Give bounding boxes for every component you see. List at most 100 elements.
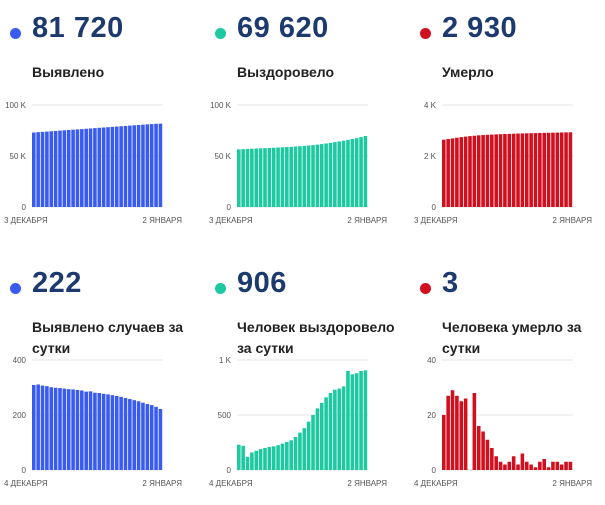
- bar: [141, 124, 145, 207]
- bar: [154, 406, 158, 470]
- y-tick-label: 400: [13, 356, 27, 365]
- bar: [341, 140, 346, 207]
- bar: [359, 137, 363, 207]
- bar: [450, 390, 455, 470]
- bar-chart: 0 20 40 4 ДЕКАБРЯ 2 ЯНВАРЯ: [414, 356, 592, 488]
- y-tick-label: 4 K: [424, 101, 437, 110]
- panel-deaths: 2 930 Умерло 0 2 K 4 K 3 ДЕКАБРЯ 2 ЯНВАРЯ: [410, 0, 605, 250]
- bar: [93, 392, 97, 470]
- bar: [363, 135, 368, 207]
- bar-chart: 0 2 K 4 K 3 ДЕКАБРЯ 2 ЯНВАРЯ: [414, 101, 592, 225]
- x-tick-label-end: 2 ЯНВАРЯ: [347, 216, 387, 225]
- bar: [254, 450, 259, 470]
- bar: [337, 388, 342, 470]
- bar: [101, 127, 106, 207]
- y-tick-label: 0: [432, 466, 437, 475]
- bar: [350, 374, 355, 470]
- y-tick-label: 50 K: [215, 152, 232, 161]
- bar: [263, 148, 267, 207]
- bar: [564, 132, 568, 207]
- bar: [442, 415, 446, 470]
- total-value: 222: [32, 267, 82, 299]
- bar: [319, 144, 324, 207]
- bar: [250, 148, 254, 207]
- bar: [119, 126, 123, 207]
- bar: [516, 464, 520, 470]
- bar: [45, 131, 49, 207]
- bar: [551, 132, 555, 207]
- bar: [494, 456, 498, 470]
- bar: [123, 397, 128, 470]
- bar: [306, 421, 311, 470]
- x-tick-label-start: 4 ДЕКАБРЯ: [414, 479, 458, 488]
- panel-label: Выявлено случаев за сутки: [32, 319, 184, 356]
- y-tick-label: 100 K: [210, 101, 232, 110]
- bar: [271, 446, 276, 470]
- bar: [463, 398, 468, 470]
- bar: [516, 133, 520, 207]
- panel-daily-detected: 222 Выявлено случаев за сутки 0 200 400 4 Д…: [0, 255, 195, 505]
- bar: [538, 461, 542, 470]
- bar: [302, 145, 307, 207]
- bar: [490, 448, 494, 470]
- bar: [258, 449, 263, 470]
- x-tick-label-start: 3 ДЕКАБРЯ: [4, 216, 48, 225]
- status-dot-icon: [215, 283, 226, 294]
- bar: [498, 134, 503, 207]
- bar: [40, 131, 45, 207]
- bar: [346, 371, 350, 470]
- bar: [285, 147, 289, 207]
- bar: [71, 389, 75, 470]
- bar: [315, 408, 320, 470]
- y-tick-label: 0: [227, 203, 232, 212]
- bar: [476, 426, 481, 470]
- panel-label: Выздоровело: [237, 64, 335, 80]
- bar: [503, 134, 507, 207]
- bar: [97, 393, 102, 470]
- bar: [311, 415, 315, 470]
- bar: [110, 126, 115, 207]
- bar: [97, 127, 102, 207]
- panel-label: Человека умерло за сутки: [442, 319, 582, 356]
- bar: [40, 385, 45, 470]
- bar-chart: 0 200 400 4 ДЕКАБРЯ 2 ЯНВАРЯ: [4, 356, 182, 488]
- bar: [337, 141, 342, 207]
- bar: [106, 127, 110, 207]
- bar: [132, 400, 137, 470]
- y-tick-label: 0: [22, 466, 27, 475]
- status-dot-icon: [10, 28, 21, 39]
- bar: [319, 402, 324, 470]
- bar: [80, 129, 84, 207]
- bar: [455, 395, 459, 470]
- panel-label: Выявлено: [32, 64, 105, 80]
- status-dot-icon: [215, 28, 226, 39]
- y-tick-label: 1 K: [219, 356, 232, 365]
- status-dot-icon: [420, 283, 431, 294]
- bar: [472, 393, 477, 470]
- bar: [245, 148, 250, 207]
- bar: [141, 402, 145, 470]
- bar: [328, 393, 333, 470]
- bar: [49, 387, 54, 470]
- bar: [306, 145, 311, 207]
- bar: [511, 456, 516, 470]
- bar-chart: 0 50 K 100 K 3 ДЕКАБРЯ 2 ЯНВАРЯ: [209, 101, 387, 225]
- bar: [132, 125, 137, 207]
- bar: [263, 448, 267, 470]
- bar: [529, 464, 533, 470]
- bar: [538, 132, 542, 207]
- bar: [158, 408, 163, 470]
- x-tick-label-start: 4 ДЕКАБРЯ: [4, 479, 48, 488]
- bar: [546, 132, 551, 207]
- panel-daily-recovered: 906 Человек выздоровело за сутки 0 500 1 K…: [205, 255, 400, 505]
- bar: [276, 445, 280, 470]
- bar: [542, 132, 547, 207]
- y-tick-label: 0: [22, 203, 27, 212]
- bar: [293, 146, 298, 207]
- y-tick-label: 0: [227, 466, 232, 475]
- bar: [237, 149, 241, 207]
- bar: [114, 126, 119, 207]
- total-value: 3: [442, 267, 459, 299]
- bar: [298, 146, 302, 207]
- bar: [333, 142, 337, 207]
